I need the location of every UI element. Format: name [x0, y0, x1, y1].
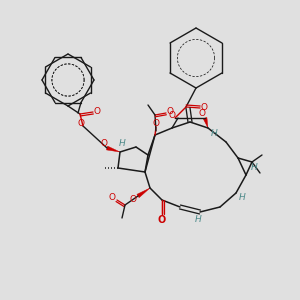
Text: O: O [167, 107, 173, 116]
Text: O: O [109, 194, 116, 202]
Text: O: O [94, 107, 100, 116]
Text: O: O [199, 110, 206, 118]
Polygon shape [106, 146, 120, 152]
Polygon shape [203, 117, 208, 128]
Text: H: H [211, 128, 218, 137]
Text: O: O [152, 118, 160, 127]
Text: O: O [77, 118, 85, 127]
Polygon shape [137, 188, 150, 198]
Text: O: O [200, 103, 208, 112]
Text: H: H [118, 140, 125, 148]
Text: H: H [195, 215, 201, 224]
Text: O: O [130, 194, 136, 203]
Text: H: H [250, 163, 257, 172]
Text: O: O [169, 112, 176, 121]
Text: O: O [158, 215, 166, 225]
Text: H: H [238, 194, 245, 202]
Text: O: O [100, 140, 107, 148]
